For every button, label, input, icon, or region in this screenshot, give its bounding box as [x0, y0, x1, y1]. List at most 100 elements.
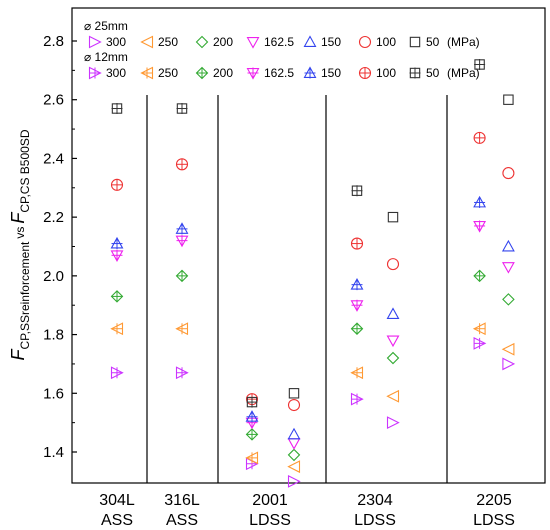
data-point	[287, 427, 301, 440]
legend-label: 50	[426, 66, 440, 80]
legend-marker	[409, 36, 421, 48]
data-point	[175, 269, 189, 283]
legend-marker	[246, 37, 260, 49]
legend-marker	[88, 35, 102, 49]
data-point	[350, 237, 364, 250]
y-tick-label: 2.2	[43, 209, 64, 226]
data-point	[175, 235, 189, 248]
legend-label: 250	[158, 35, 178, 49]
data-point	[386, 389, 400, 403]
legend-marker	[409, 67, 421, 79]
data-point	[110, 290, 124, 303]
category-dividers	[146, 95, 448, 483]
x-category-label: 2304	[357, 492, 393, 509]
data-point	[350, 278, 364, 291]
data-point	[473, 269, 486, 283]
data-point	[501, 239, 515, 252]
data-point	[287, 448, 301, 462]
legend-marker	[358, 35, 372, 49]
data-point	[350, 392, 364, 406]
data-point	[473, 336, 487, 350]
plot-frame	[71, 7, 546, 484]
legend-unit: (MPa)	[447, 66, 480, 80]
data-point	[386, 258, 400, 271]
legend-marker	[358, 66, 372, 80]
data-point	[350, 299, 364, 312]
legend-marker	[140, 66, 154, 80]
data-point	[503, 94, 514, 105]
data-point	[287, 438, 301, 450]
data-point	[287, 474, 301, 488]
data-point	[387, 211, 399, 223]
data-point	[502, 293, 515, 306]
legend-label: 100	[376, 66, 396, 80]
y-tick-label: 2.4	[43, 150, 64, 167]
legend-label: 50	[426, 35, 440, 49]
legend-label: 200	[213, 35, 233, 49]
x-category-sublabel: LDSS	[473, 512, 515, 529]
legend-marker	[140, 35, 154, 49]
y-tick-label: 1.4	[43, 444, 64, 461]
legend-label: 100	[376, 35, 396, 49]
data-point	[472, 322, 486, 336]
legend-group-label: ⌀ 25mm	[84, 19, 128, 33]
legend-label: 300	[106, 66, 126, 80]
data-point	[176, 103, 188, 115]
data-point	[386, 351, 400, 365]
legend-marker	[195, 66, 209, 80]
data-point	[175, 158, 189, 171]
data-point	[110, 236, 124, 250]
legend-label: 150	[321, 66, 341, 80]
data-point	[175, 222, 189, 235]
data-point	[245, 428, 259, 441]
x-category-sublabel: ASS	[101, 512, 133, 529]
data-point	[386, 416, 400, 430]
legend-label: 250	[158, 66, 178, 80]
data-point	[287, 460, 301, 474]
data-point	[110, 178, 124, 191]
data-point	[245, 410, 259, 423]
x-category-sublabel: LDSS	[249, 512, 291, 529]
x-category-label: 316L	[164, 492, 200, 509]
legend-label: 162.5	[264, 66, 294, 80]
y-tick-label: 2.8	[43, 33, 64, 50]
x-category-label: 304L	[99, 492, 135, 509]
data-point	[245, 451, 259, 465]
x-axis-categories: 304L ASS 316L ASS 2001 LDSS 2304 LDSS 2205 LDSS	[99, 492, 515, 529]
data-point	[386, 307, 400, 319]
y-axis-label: FCP,SSreinforcementvsFCP,CS B500SD	[8, 129, 32, 360]
legend-label: 150	[321, 35, 341, 49]
data-point	[473, 195, 487, 208]
y-tick-label: 2.0	[43, 268, 64, 285]
data-point	[246, 396, 258, 408]
legend-marker	[246, 67, 260, 80]
data-point	[288, 388, 300, 399]
x-category-sublabel: ASS	[166, 512, 198, 529]
y-tick-label: 1.8	[43, 327, 64, 344]
data-point	[501, 342, 515, 356]
data-point	[175, 322, 189, 336]
data-point	[502, 167, 515, 180]
data-point	[473, 220, 487, 233]
data-markers	[110, 58, 516, 488]
data-point	[386, 335, 400, 348]
data-point	[110, 322, 124, 336]
legend-unit: (MPa)	[447, 35, 480, 49]
data-point	[351, 185, 363, 197]
data-point	[474, 58, 486, 70]
data-point	[350, 322, 364, 335]
data-point	[110, 249, 124, 262]
legend-label: 200	[213, 66, 233, 80]
y-axis: 1.4 1.6 1.8 2.0 2.2 2.4 2.6 2.8	[43, 33, 77, 461]
y-tick-label: 2.6	[43, 92, 64, 109]
data-point	[175, 366, 189, 380]
data-point	[110, 366, 124, 380]
data-point	[111, 103, 123, 115]
legend-marker	[88, 66, 102, 80]
y-axis-title: FCP,SSreinforcementvsFCP,CS B500SD	[8, 129, 32, 360]
legend-group-label: ⌀ 12mm	[84, 50, 128, 64]
data-point	[287, 398, 301, 412]
legend-label: 300	[106, 35, 126, 49]
